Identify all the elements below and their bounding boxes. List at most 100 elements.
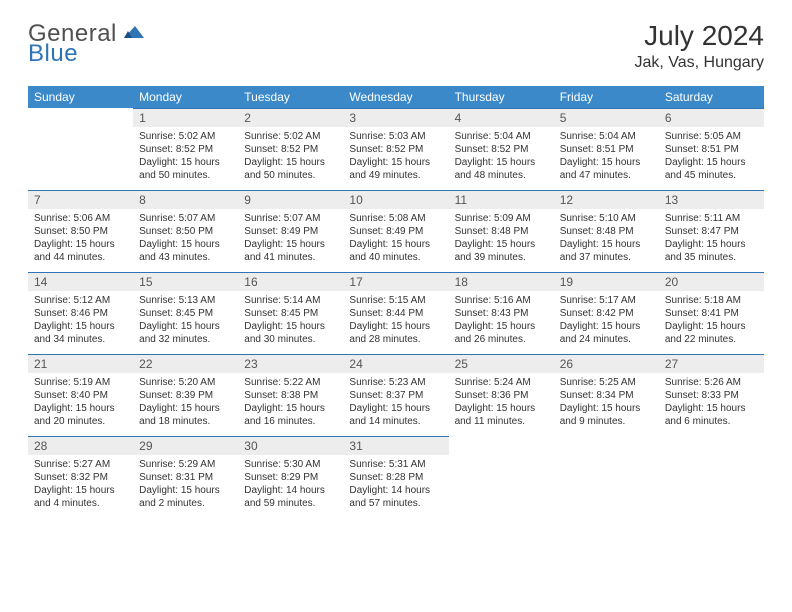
calendar-day-cell: 13 Sunrise: 5:11 AMSunset: 8:47 PMDayligh…: [659, 190, 764, 272]
day-details: Sunrise: 5:29 AMSunset: 8:31 PMDaylight:…: [133, 455, 238, 510]
calendar-day-cell: [554, 436, 659, 518]
day-detail-line: Sunrise: 5:12 AM: [34, 294, 127, 307]
day-detail-line: Daylight: 15 hours: [349, 156, 442, 169]
day-detail-line: and 4 minutes.: [34, 497, 127, 510]
weekday-header: Thursday: [449, 86, 554, 108]
calendar-day-cell: 11Sunrise: 5:09 AMSunset: 8:48 PMDayligh…: [449, 190, 554, 272]
calendar-day-cell: 27Sunrise: 5:26 AMSunset: 8:33 PMDayligh…: [659, 354, 764, 436]
day-details: Sunrise: 5:14 AMSunset: 8:45 PMDaylight:…: [238, 291, 343, 346]
day-details: Sunrise: 5:24 AMSunset: 8:36 PMDaylight:…: [449, 373, 554, 428]
calendar-day-cell: 16Sunrise: 5:14 AMSunset: 8:45 PMDayligh…: [238, 272, 343, 354]
day-detail-line: Sunrise: 5:31 AM: [349, 458, 442, 471]
day-detail-line: Daylight: 15 hours: [665, 238, 758, 251]
day-details: Sunrise: 5:08 AMSunset: 8:49 PMDaylight:…: [343, 209, 448, 264]
day-detail-line: Sunset: 8:47 PM: [665, 225, 758, 238]
calendar-day-cell: 2Sunrise: 5:02 AMSunset: 8:52 PMDaylight…: [238, 108, 343, 190]
day-detail-line: Daylight: 15 hours: [665, 156, 758, 169]
day-detail-line: and 16 minutes.: [244, 415, 337, 428]
calendar-day-cell: 18Sunrise: 5:16 AMSunset: 8:43 PMDayligh…: [449, 272, 554, 354]
weekday-header: Tuesday: [238, 86, 343, 108]
calendar-day-cell: 25Sunrise: 5:24 AMSunset: 8:36 PMDayligh…: [449, 354, 554, 436]
location: Jak, Vas, Hungary: [634, 54, 764, 72]
day-detail-line: Daylight: 15 hours: [34, 402, 127, 415]
day-number: 5: [554, 108, 659, 127]
calendar-day-cell: 22Sunrise: 5:20 AMSunset: 8:39 PMDayligh…: [133, 354, 238, 436]
day-details: Sunrise: 5:05 AMSunset: 8:51 PMDaylight:…: [659, 127, 764, 182]
calendar-day-cell: 31Sunrise: 5:31 AMSunset: 8:28 PMDayligh…: [343, 436, 448, 518]
day-details: Sunrise: 5:16 AMSunset: 8:43 PMDaylight:…: [449, 291, 554, 346]
day-number: 15: [133, 272, 238, 291]
day-number: 28: [28, 436, 133, 455]
day-details: Sunrise: 5:09 AMSunset: 8:48 PMDaylight:…: [449, 209, 554, 264]
day-detail-line: and 34 minutes.: [34, 333, 127, 346]
day-detail-line: Daylight: 15 hours: [139, 156, 232, 169]
title-block: July 2024 Jak, Vas, Hungary: [634, 20, 764, 72]
day-detail-line: Sunset: 8:49 PM: [349, 225, 442, 238]
day-detail-line: Sunset: 8:44 PM: [349, 307, 442, 320]
day-detail-line: Sunrise: 5:06 AM: [34, 212, 127, 225]
day-detail-line: Daylight: 15 hours: [34, 320, 127, 333]
weekday-header: Saturday: [659, 86, 764, 108]
header: General July 2024 Jak, Vas, Hungary: [28, 20, 764, 72]
day-detail-line: Sunrise: 5:20 AM: [139, 376, 232, 389]
day-detail-line: Sunrise: 5:26 AM: [665, 376, 758, 389]
calendar-day-cell: [28, 108, 133, 190]
day-detail-line: Sunrise: 5:17 AM: [560, 294, 653, 307]
day-detail-line: Sunrise: 5:10 AM: [560, 212, 653, 225]
day-details: Sunrise: 5:15 AMSunset: 8:44 PMDaylight:…: [343, 291, 448, 346]
day-detail-line: and 37 minutes.: [560, 251, 653, 264]
day-number: 17: [343, 272, 448, 291]
day-details: Sunrise: 5:03 AMSunset: 8:52 PMDaylight:…: [343, 127, 448, 182]
calendar-day-cell: 5Sunrise: 5:04 AMSunset: 8:51 PMDaylight…: [554, 108, 659, 190]
day-number: 2: [238, 108, 343, 127]
day-detail-line: and 28 minutes.: [349, 333, 442, 346]
day-detail-line: Sunrise: 5:15 AM: [349, 294, 442, 307]
day-detail-line: Sunset: 8:52 PM: [349, 143, 442, 156]
weekday-header: Sunday: [28, 86, 133, 108]
day-detail-line: Sunrise: 5:29 AM: [139, 458, 232, 471]
day-detail-line: Sunrise: 5:11 AM: [665, 212, 758, 225]
day-detail-line: Daylight: 15 hours: [560, 402, 653, 415]
day-detail-line: Daylight: 15 hours: [665, 320, 758, 333]
calendar-day-cell: 15Sunrise: 5:13 AMSunset: 8:45 PMDayligh…: [133, 272, 238, 354]
calendar-day-cell: 28Sunrise: 5:27 AMSunset: 8:32 PMDayligh…: [28, 436, 133, 518]
day-number: 11: [449, 190, 554, 209]
day-details: Sunrise: 5:07 AMSunset: 8:50 PMDaylight:…: [133, 209, 238, 264]
day-detail-line: Sunset: 8:48 PM: [455, 225, 548, 238]
calendar-day-cell: 24Sunrise: 5:23 AMSunset: 8:37 PMDayligh…: [343, 354, 448, 436]
calendar-day-cell: [659, 436, 764, 518]
day-detail-line: Daylight: 15 hours: [139, 402, 232, 415]
day-detail-line: Sunrise: 5:05 AM: [665, 130, 758, 143]
day-detail-line: Daylight: 15 hours: [244, 320, 337, 333]
day-detail-line: Sunset: 8:51 PM: [665, 143, 758, 156]
day-detail-line: and 50 minutes.: [139, 169, 232, 182]
day-number: 18: [449, 272, 554, 291]
day-detail-line: and 41 minutes.: [244, 251, 337, 264]
day-detail-line: Sunset: 8:42 PM: [560, 307, 653, 320]
calendar-day-cell: [449, 436, 554, 518]
day-detail-line: Daylight: 15 hours: [560, 238, 653, 251]
day-detail-line: Sunrise: 5:23 AM: [349, 376, 442, 389]
day-detail-line: Sunrise: 5:02 AM: [139, 130, 232, 143]
day-number: 4: [449, 108, 554, 127]
weekday-header: Wednesday: [343, 86, 448, 108]
day-details: Sunrise: 5:30 AMSunset: 8:29 PMDaylight:…: [238, 455, 343, 510]
day-detail-line: Sunrise: 5:02 AM: [244, 130, 337, 143]
calendar-day-cell: 26Sunrise: 5:25 AMSunset: 8:34 PMDayligh…: [554, 354, 659, 436]
day-detail-line: Sunrise: 5:19 AM: [34, 376, 127, 389]
day-detail-line: and 22 minutes.: [665, 333, 758, 346]
day-details: Sunrise: 5:02 AMSunset: 8:52 PMDaylight:…: [133, 127, 238, 182]
day-number: 13: [659, 190, 764, 209]
calendar-day-cell: 17Sunrise: 5:15 AMSunset: 8:44 PMDayligh…: [343, 272, 448, 354]
day-details: Sunrise: 5:06 AMSunset: 8:50 PMDaylight:…: [28, 209, 133, 264]
day-detail-line: Sunset: 8:40 PM: [34, 389, 127, 402]
day-detail-line: Sunrise: 5:03 AM: [349, 130, 442, 143]
calendar-day-cell: 6Sunrise: 5:05 AMSunset: 8:51 PMDaylight…: [659, 108, 764, 190]
calendar-week-row: 14Sunrise: 5:12 AMSunset: 8:46 PMDayligh…: [28, 272, 764, 354]
day-details: Sunrise: 5:27 AMSunset: 8:32 PMDaylight:…: [28, 455, 133, 510]
day-number: 24: [343, 354, 448, 373]
calendar-day-cell: 30Sunrise: 5:30 AMSunset: 8:29 PMDayligh…: [238, 436, 343, 518]
day-number: 9: [238, 190, 343, 209]
logo-mark-icon: [123, 21, 145, 48]
day-detail-line: Sunrise: 5:16 AM: [455, 294, 548, 307]
